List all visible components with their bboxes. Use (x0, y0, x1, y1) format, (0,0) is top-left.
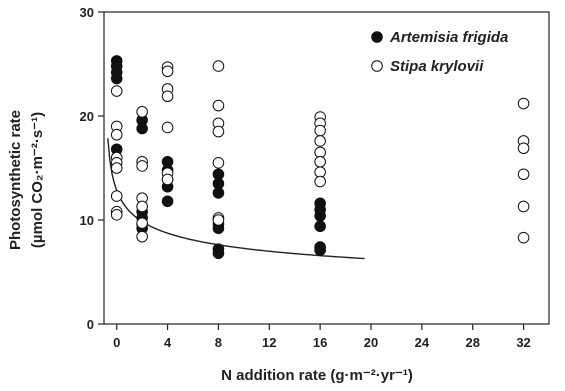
stipa-point (110, 128, 123, 141)
legend-label-artemisia: Artemisia frigida (389, 29, 508, 46)
x-tick-label: 8 (215, 335, 222, 350)
y-axis-title-line1: Photosynthetic rate (7, 110, 24, 250)
artemisia-point (212, 187, 225, 199)
x-tick-label: 4 (164, 335, 172, 350)
stipa-point (314, 135, 326, 147)
plot-border (103, 11, 550, 325)
stipa-point (110, 85, 123, 97)
artemisia-point (212, 247, 225, 260)
y-tick-label: 10 (80, 213, 94, 228)
x-tick-label: 32 (516, 335, 530, 350)
stipa-point (161, 65, 174, 78)
x-tick-label: 28 (465, 335, 479, 350)
legend: Artemisia frigida Stipa krylovii (371, 29, 508, 75)
artemisia-point (161, 195, 174, 208)
x-tick-label: 20 (364, 335, 378, 350)
stipa-point (212, 214, 225, 226)
y-axis-title-line2: (µmol CO₂·m⁻²·s⁻¹) (29, 112, 46, 248)
stipa-point (314, 175, 326, 188)
stipa-point (517, 231, 530, 244)
stipa-point (136, 200, 148, 213)
stipa-point (136, 230, 148, 243)
stipa-point (212, 60, 225, 72)
x-tick-label: 12 (262, 335, 276, 350)
fit-curve-layer (107, 138, 365, 260)
y-tick-label: 20 (80, 109, 94, 124)
x-tick-label: 16 (313, 335, 327, 350)
stipa-point (136, 160, 148, 172)
stipa-point (161, 173, 174, 186)
stipa-point (212, 125, 225, 138)
y-tick-label: 30 (80, 5, 94, 20)
stipa-point (517, 168, 530, 181)
stipa-point (212, 99, 225, 112)
artemisia-point (136, 122, 148, 135)
stipa-point (136, 217, 148, 229)
x-axis-ticks: 0 4 8 12 16 20 24 28 32 (113, 324, 531, 350)
artemisia-point (314, 220, 326, 233)
artemisia-point (314, 244, 326, 256)
fit-curve (107, 138, 365, 260)
legend-marker-stipa (371, 60, 383, 72)
x-tick-label: 24 (415, 335, 430, 350)
legend-label-stipa: Stipa krylovii (390, 58, 484, 75)
stipa-point (314, 124, 326, 137)
stipa-point (517, 200, 530, 213)
x-axis-title: N addition rate (g·m⁻²·yr⁻¹) (221, 367, 413, 384)
x-tick-label: 0 (113, 335, 120, 350)
stipa-point (110, 190, 123, 202)
stipa-point (517, 97, 530, 110)
stipa-point (161, 90, 174, 103)
legend-marker-artemisia (371, 31, 383, 43)
stipa-point (314, 155, 326, 168)
stipa-point (110, 162, 123, 174)
stipa-point (212, 157, 225, 169)
plot-frame (103, 11, 550, 325)
y-tick-label: 0 (87, 317, 94, 332)
y-axis-ticks: 0 10 20 30 (80, 5, 104, 332)
data-points-layer (110, 55, 530, 260)
artemisia-point (314, 210, 326, 222)
stipa-point (517, 142, 530, 155)
stipa-point (136, 106, 148, 118)
stipa-point (110, 209, 123, 221)
artemisia-point (110, 72, 123, 85)
stipa-point (161, 121, 174, 134)
